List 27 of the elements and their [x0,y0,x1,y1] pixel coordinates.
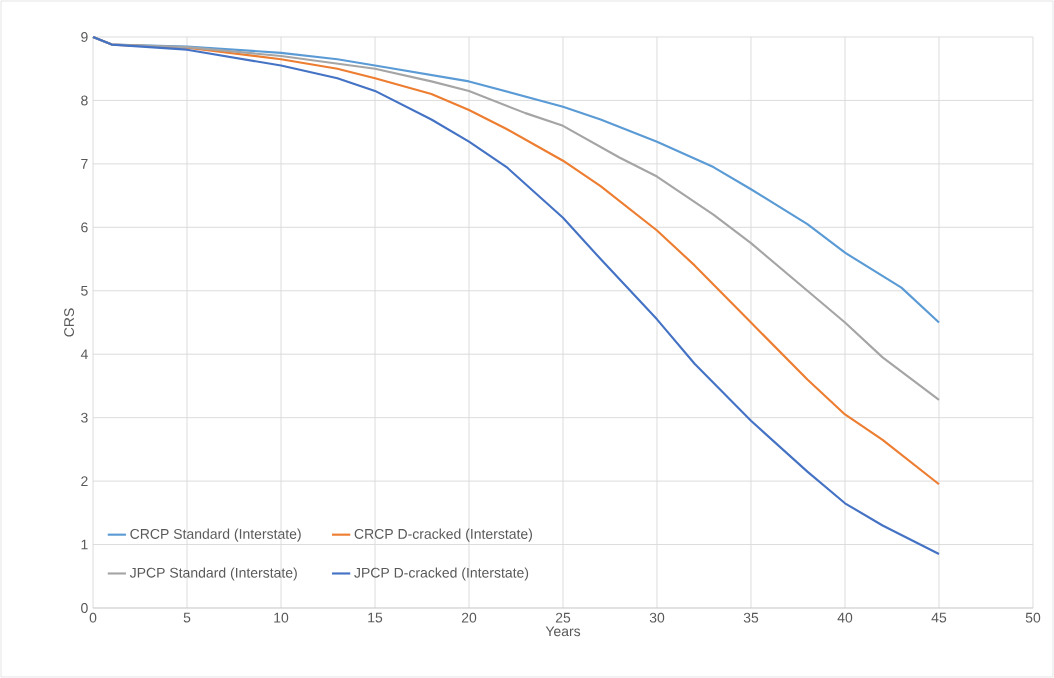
y-tick-label: 9 [81,32,88,42]
y-tick-label: 6 [81,222,88,233]
x-tick-label: 5 [183,612,191,623]
x-tick-label: 10 [274,612,289,623]
legend-label: CRCP D-cracked (Interstate) [354,528,532,542]
y-tick-label: 0 [81,603,88,613]
x-tick-label: 45 [931,612,947,623]
y-tick-label: 8 [81,95,88,106]
y-axis-title: CRS [64,308,75,337]
x-tick-label: 30 [649,612,665,623]
x-tick-label: 40 [837,612,853,623]
y-tick-label: 3 [81,412,88,423]
x-axis-title: Years [545,626,581,637]
x-tick-label: 25 [555,612,571,623]
y-tick-label: 5 [81,285,88,296]
x-tick-label: 50 [1025,612,1041,623]
legend-label: CRCP Standard (Interstate) [130,528,301,542]
y-tick-label: 1 [81,539,88,550]
legend-label: JPCP Standard (Interstate) [129,567,297,581]
x-tick-label: 15 [368,612,383,623]
y-tick-label: 7 [81,159,88,169]
x-tick-label: 35 [743,612,759,623]
x-tick-label: 0 [89,612,97,623]
y-tick-label: 2 [81,476,88,486]
legend-label: JPCP D-cracked (Interstate) [354,567,529,581]
x-tick-label: 20 [461,612,477,623]
y-tick-label: 4 [80,349,88,360]
